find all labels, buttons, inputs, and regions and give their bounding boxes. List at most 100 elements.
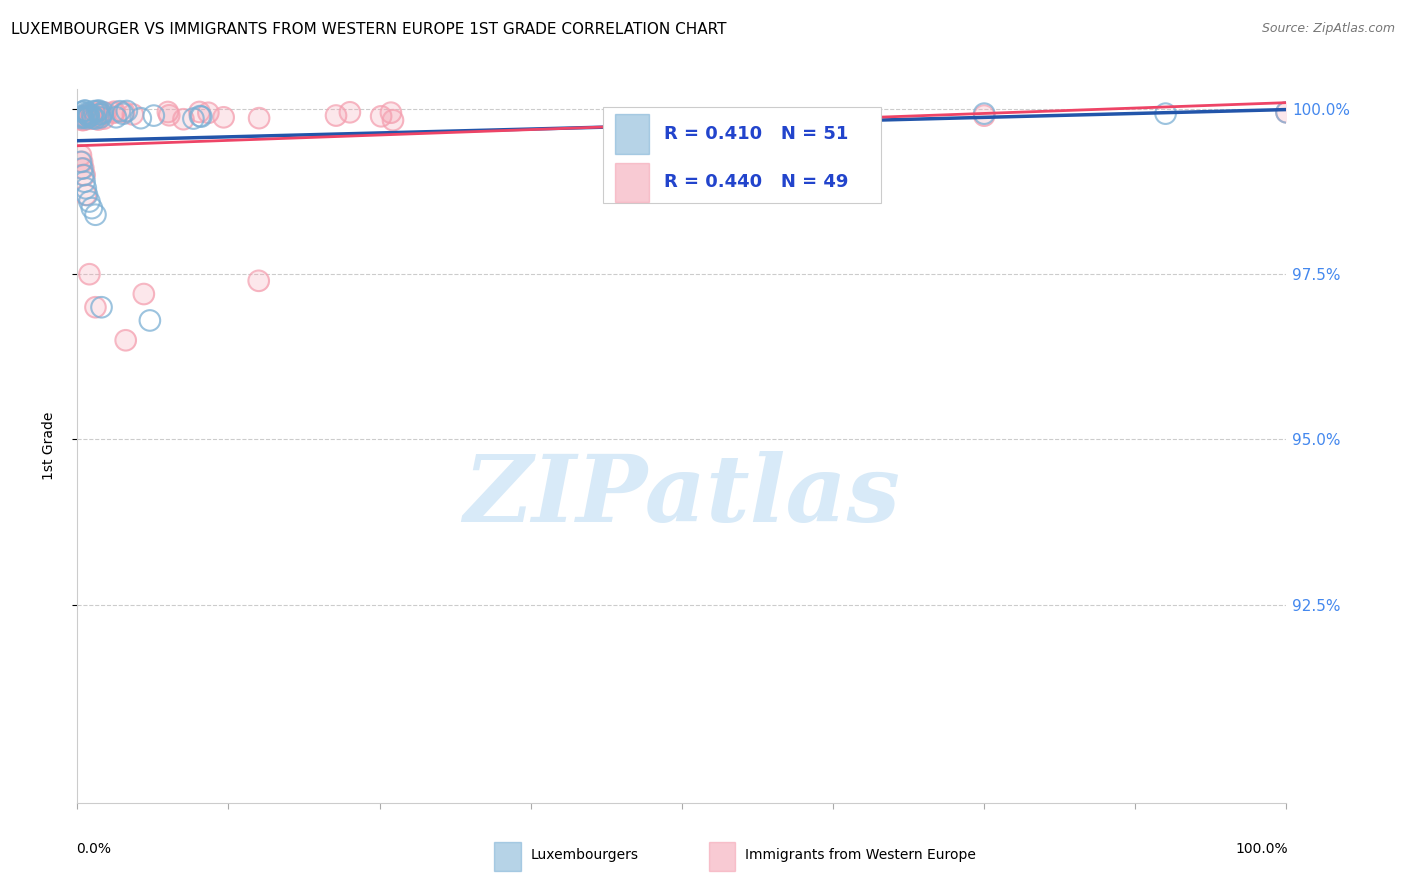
Point (76, 112, 98, 126)
Point (247, 274, 270, 288)
Point (157, 108, 180, 122)
Point (142, 109, 165, 123)
Text: Immigrants from Western Europe: Immigrants from Western Europe (745, 848, 976, 862)
Point (84, 300, 107, 314)
Point (380, 105, 402, 120)
Point (86, 103, 108, 118)
Point (121, 107, 143, 121)
Point (89, 106, 111, 120)
Point (70, 148, 93, 162)
Point (79, 112, 101, 126)
Point (70, 112, 93, 127)
Point (79, 110, 101, 124)
Point (79, 267, 101, 281)
Text: 100.0%: 100.0% (1234, 842, 1288, 856)
Point (87, 111, 110, 125)
Point (132, 287, 155, 301)
Text: ZIPatlas: ZIPatlas (464, 451, 900, 541)
Text: Source: ZipAtlas.com: Source: ZipAtlas.com (1261, 22, 1395, 36)
Point (108, 104, 131, 119)
Point (73, 175, 96, 189)
Point (87, 111, 110, 125)
Point (247, 111, 270, 125)
Point (103, 104, 125, 119)
Point (70, 105, 93, 120)
Point (75, 188, 97, 202)
Point (76, 188, 98, 202)
Point (89, 106, 111, 120)
Point (190, 110, 212, 124)
Point (76, 107, 98, 121)
Point (188, 105, 211, 120)
Point (247, 274, 270, 288)
Point (212, 111, 235, 125)
Point (79, 112, 101, 126)
Point (114, 333, 136, 347)
Point (93, 112, 115, 126)
Point (197, 105, 219, 120)
Point (70, 109, 93, 123)
Point (73, 103, 96, 118)
Point (70, 161, 93, 176)
Point (382, 113, 405, 128)
Point (75, 188, 97, 202)
Point (83, 104, 105, 119)
Point (87, 104, 110, 119)
FancyBboxPatch shape (603, 107, 882, 203)
Point (79, 109, 101, 123)
Point (87, 103, 110, 118)
Point (94, 105, 117, 120)
Point (82, 111, 104, 125)
Point (112, 105, 135, 120)
Point (80, 201, 103, 215)
Point (114, 333, 136, 347)
Point (72, 113, 94, 128)
Point (103, 105, 125, 120)
Point (75, 106, 97, 120)
Point (132, 287, 155, 301)
Point (157, 108, 180, 122)
Point (325, 109, 347, 123)
Point (87, 104, 110, 119)
Point (75, 103, 97, 118)
Point (183, 112, 205, 126)
Point (90, 107, 112, 121)
Point (370, 109, 392, 123)
FancyBboxPatch shape (616, 114, 650, 153)
Point (84, 300, 107, 314)
Point (79, 267, 101, 281)
Point (75, 181, 97, 195)
Point (70, 154, 93, 169)
Point (973, 109, 995, 123)
Point (188, 105, 211, 120)
Point (382, 113, 405, 128)
Point (77, 108, 100, 122)
Point (73, 109, 96, 123)
FancyBboxPatch shape (495, 842, 522, 871)
Point (84, 112, 107, 126)
Point (212, 111, 235, 125)
Point (1275, 105, 1298, 120)
Text: R = 0.440   N = 49: R = 0.440 N = 49 (664, 173, 848, 191)
Point (72, 111, 94, 125)
Point (156, 105, 179, 120)
Point (380, 105, 402, 120)
Point (70, 111, 93, 125)
Point (103, 105, 125, 120)
Point (84, 208, 107, 222)
Point (76, 108, 98, 122)
Point (76, 107, 98, 121)
Point (94, 105, 117, 120)
Point (973, 109, 995, 123)
Point (87, 112, 110, 127)
Point (72, 161, 94, 176)
Point (75, 112, 97, 127)
Text: R = 0.410   N = 51: R = 0.410 N = 51 (664, 125, 848, 143)
Point (339, 105, 361, 120)
Point (188, 109, 211, 123)
Point (103, 104, 125, 119)
Point (73, 109, 96, 123)
FancyBboxPatch shape (616, 162, 650, 202)
Point (87, 111, 110, 125)
Point (1275, 105, 1298, 120)
